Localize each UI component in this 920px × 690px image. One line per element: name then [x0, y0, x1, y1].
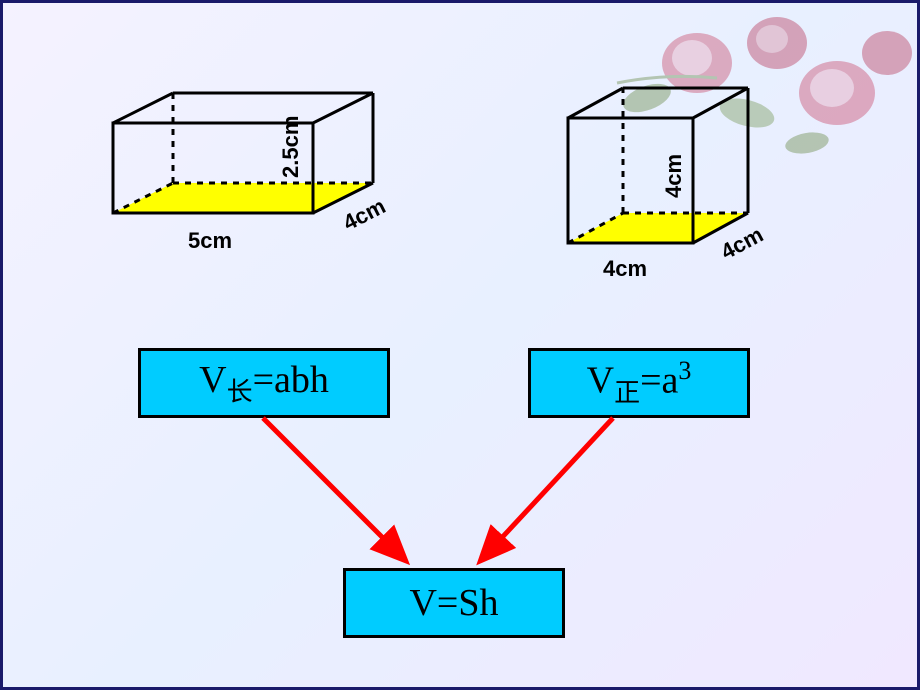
slide: 5cm 4cm 2.5cm 4cm 4cm 4cm V长=abh V正=a3 V…: [0, 0, 920, 690]
arrows-svg: [3, 3, 920, 690]
arrow-left: [263, 418, 403, 558]
arrow-right: [483, 418, 613, 558]
